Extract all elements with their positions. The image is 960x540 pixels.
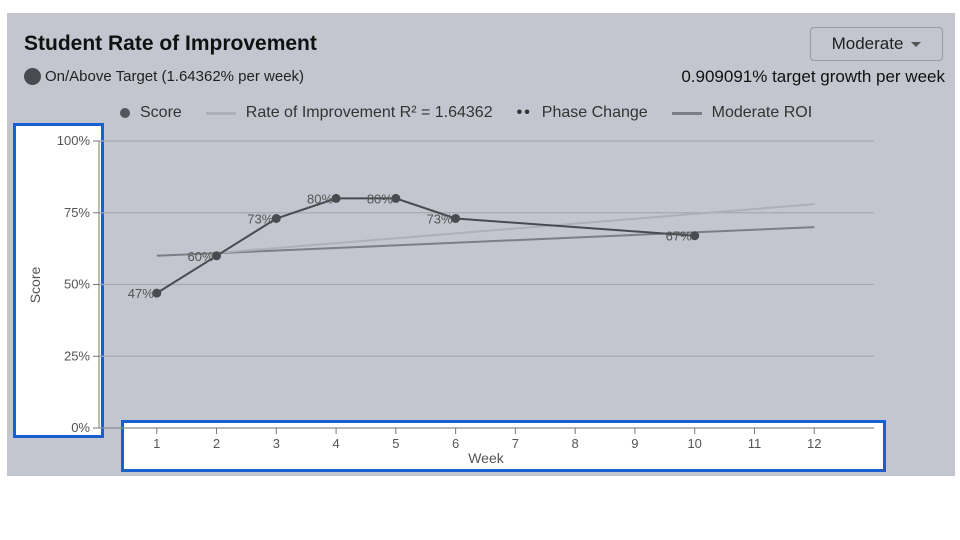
x-tick-label: 5 [392,436,399,451]
status-text: On/Above Target (1.64362% per week) [45,68,305,85]
legend-label: Rate of Improvement R² = 1.64362 [245,104,493,121]
dropdown-value: Moderate [831,34,904,53]
legend-phase-change[interactable]: •• Phase Change [517,104,648,122]
y-tick-label: 50% [64,277,90,292]
legend-dot-icon [120,108,130,118]
score-point [212,251,222,261]
legend-line-icon [205,111,236,115]
y-tick-label: 0% [71,420,90,435]
data-label: 47% [128,286,154,301]
chart-legend: Score Rate of Improvement R² = 1.64362 •… [120,104,836,122]
score-point [451,213,461,223]
series-line-moderate-roi [156,226,815,257]
x-tick-label: 1 [153,436,160,451]
legend-score[interactable]: Score [120,104,182,122]
x-tick-label: 10 [687,436,701,451]
annotation-box-y-axis [13,123,104,438]
series-line-rate-of-improvement [216,203,815,254]
data-label: 67% [666,229,692,244]
chevron-down-icon [911,41,922,47]
x-tick-label: 12 [807,436,821,451]
target-growth-text: 0.909091% target growth per week [681,67,945,86]
data-label: 73% [247,211,273,226]
y-tick-label: 75% [64,205,90,220]
x-tick-label: 2 [213,436,220,451]
legend-roi[interactable]: Rate of Improvement R² = 1.64362 [205,104,493,122]
score-point [271,213,281,223]
score-point [152,288,162,298]
score-point [331,193,341,203]
y-tick-label: 100% [57,133,91,148]
data-label: 80% [367,191,393,206]
data-label: 60% [188,249,214,264]
legend-moderate-roi[interactable]: Moderate ROI [671,104,813,122]
x-tick-label: 3 [273,436,280,451]
data-label: 80% [307,191,333,206]
legend-label: Score [140,104,182,121]
legend-label: Phase Change [541,104,648,121]
y-axis-title: Score [27,267,43,304]
legend-line-icon [671,111,702,115]
chart-panel [7,13,955,476]
data-label: 73% [427,211,453,226]
score-point [391,193,401,203]
score-point [690,231,700,241]
legend-dots-icon: •• [516,104,532,121]
status-dot-icon [24,68,41,85]
annotation-box-x-axis [121,420,886,472]
x-tick-label: 9 [631,436,638,451]
x-tick-label: 6 [452,436,459,451]
x-tick-label: 11 [748,436,762,451]
chart-title: Student Rate of Improvement [24,32,317,55]
y-tick-label: 25% [64,348,90,363]
x-tick-label: 4 [332,436,339,451]
status-indicator: On/Above Target (1.64362% per week) [24,68,304,85]
x-axis-title: Week [468,450,505,466]
roi-level-dropdown[interactable]: Moderate [810,27,943,61]
legend-label: Moderate ROI [711,104,813,121]
x-tick-label: 8 [572,436,579,451]
x-tick-label: 7 [512,436,519,451]
